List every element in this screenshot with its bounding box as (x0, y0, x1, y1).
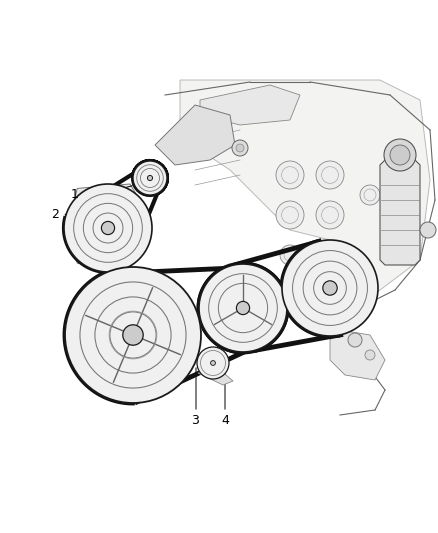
Circle shape (420, 222, 436, 238)
Circle shape (348, 333, 362, 347)
Polygon shape (200, 85, 300, 125)
Circle shape (123, 325, 143, 345)
Circle shape (102, 221, 115, 235)
Circle shape (316, 161, 344, 189)
Circle shape (360, 185, 380, 205)
Circle shape (199, 264, 287, 352)
Text: 3: 3 (191, 414, 199, 426)
Polygon shape (380, 160, 420, 265)
Circle shape (276, 201, 304, 229)
Polygon shape (155, 105, 235, 165)
Text: 4: 4 (221, 414, 229, 426)
Circle shape (197, 347, 229, 379)
Circle shape (320, 245, 340, 265)
Circle shape (280, 245, 300, 265)
Circle shape (236, 144, 244, 152)
Polygon shape (330, 330, 385, 380)
Circle shape (232, 140, 248, 156)
Circle shape (237, 301, 250, 314)
Circle shape (316, 201, 344, 229)
Polygon shape (198, 368, 233, 385)
Circle shape (276, 161, 304, 189)
Circle shape (384, 139, 416, 171)
Circle shape (133, 161, 167, 195)
Polygon shape (68, 184, 143, 268)
Circle shape (282, 240, 378, 336)
Circle shape (148, 175, 152, 181)
Circle shape (365, 350, 375, 360)
Circle shape (64, 184, 152, 272)
Circle shape (390, 145, 410, 165)
Circle shape (65, 267, 201, 403)
Circle shape (211, 361, 215, 366)
Circle shape (323, 281, 337, 295)
Polygon shape (180, 80, 430, 310)
Text: 2: 2 (51, 208, 59, 222)
Text: 1: 1 (71, 189, 79, 201)
